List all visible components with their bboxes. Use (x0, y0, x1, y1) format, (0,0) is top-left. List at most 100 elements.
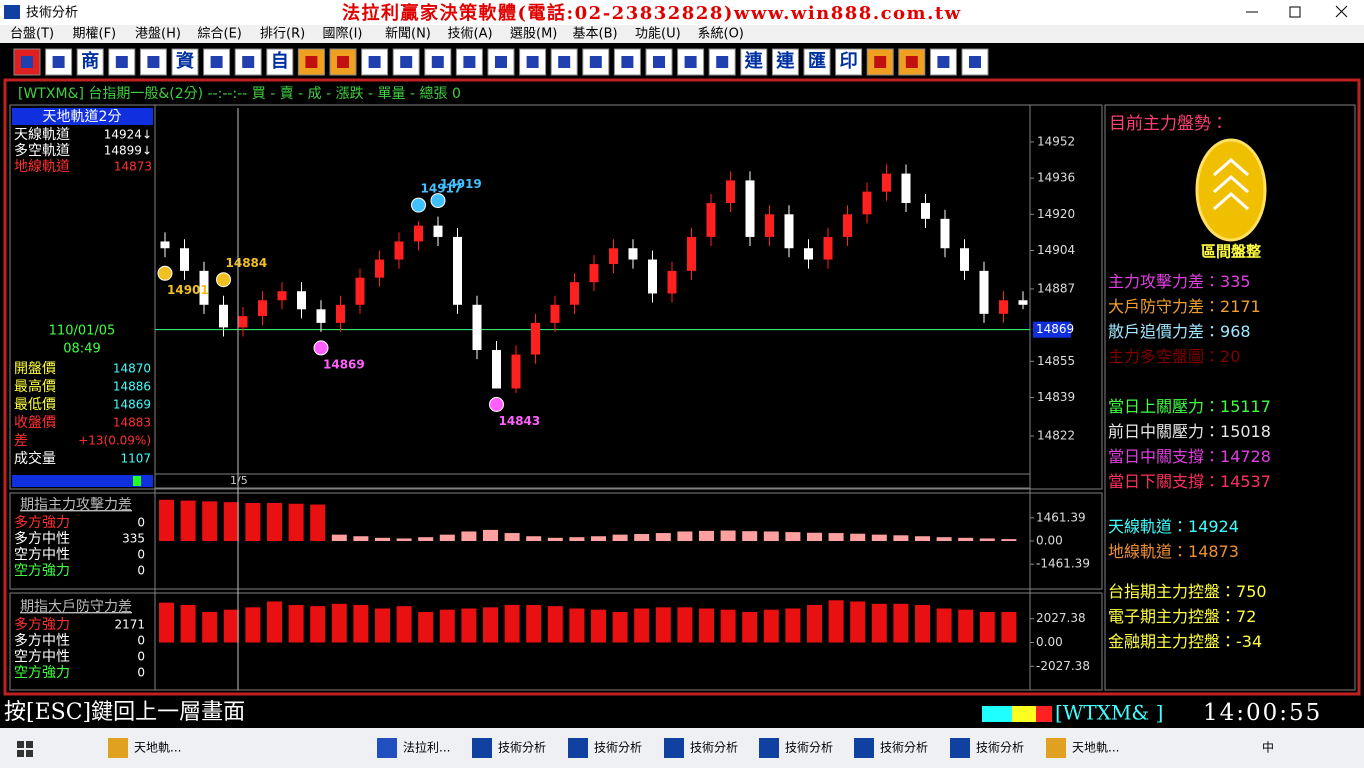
task-label[interactable]: 法拉利... (403, 740, 450, 755)
state-badge (1195, 138, 1267, 242)
task-label[interactable]: 技術分析 (498, 741, 546, 755)
tool-button[interactable] (13, 48, 41, 76)
tool-glyph (905, 56, 918, 68)
annotation-icon (411, 197, 426, 213)
task-label[interactable]: 天地軌... (1072, 740, 1119, 755)
tool-button[interactable] (803, 48, 831, 76)
bar (569, 537, 585, 541)
quote-value: +13(0.09%) (78, 434, 151, 448)
bar (331, 534, 347, 541)
bar (461, 608, 477, 643)
tool-glyph (558, 56, 571, 68)
task-label[interactable]: 中 (1262, 740, 1274, 755)
left-title-box (12, 108, 153, 125)
task-icon[interactable] (759, 738, 779, 758)
menu-item[interactable]: 選股(M) (510, 26, 557, 42)
tool-glyph (210, 56, 223, 68)
bar (612, 612, 628, 643)
task-icon[interactable] (1046, 738, 1066, 758)
panel-row-value: 0 (137, 548, 145, 562)
candle-body (355, 277, 365, 305)
bar (871, 534, 887, 541)
annotation: 14869 (323, 357, 365, 371)
bar (245, 607, 261, 643)
candle-body (901, 173, 911, 203)
task-icon[interactable] (664, 738, 684, 758)
annotation: 14843 (499, 414, 541, 428)
task-icon[interactable] (472, 738, 492, 758)
candle-body (940, 218, 950, 249)
menu-item[interactable]: 功能(U) (635, 27, 681, 42)
task-icon[interactable] (377, 738, 397, 758)
menu-item[interactable]: 台盤(T) (10, 27, 54, 42)
stat-row: 主力多空盤圖：20 (1108, 347, 1240, 366)
stat-row: 當日中關支撐：14728 (1108, 447, 1271, 466)
tool-button[interactable] (392, 48, 420, 76)
candle-body (550, 304, 560, 323)
tool-glyph (400, 56, 413, 68)
bar (1001, 539, 1017, 541)
tool-glyph (431, 56, 444, 68)
task-icon[interactable] (854, 738, 874, 758)
tool-label: 自 (271, 50, 289, 72)
restore[interactable] (1289, 6, 1301, 18)
panel-row-value: 0 (137, 650, 145, 664)
annotation-icon (216, 272, 231, 288)
bar (267, 502, 282, 541)
tool-button[interactable] (171, 48, 199, 76)
tool-button[interactable] (771, 48, 799, 76)
task-label[interactable]: 天地軌... (134, 740, 181, 755)
candle-body (180, 248, 189, 271)
close[interactable] (1335, 5, 1348, 18)
tool-button[interactable] (139, 48, 167, 76)
menu-item[interactable]: 排行(R) (260, 27, 305, 42)
task-icon[interactable] (568, 738, 588, 758)
tool-button[interactable] (76, 48, 104, 76)
stat-row: 金融期主力控盤：-34 (1108, 632, 1262, 651)
stat-value: 968 (1220, 322, 1251, 341)
tool-glyph (526, 56, 539, 68)
progress (12, 475, 153, 487)
progress-fill (133, 476, 141, 486)
start-button[interactable] (17, 741, 33, 757)
y-tick-label: 0.00 (1036, 534, 1063, 548)
task-label[interactable]: 技術分析 (976, 741, 1024, 755)
menu-item[interactable]: 基本(B) (573, 27, 618, 42)
tool-glyph (147, 56, 160, 68)
menu-item[interactable]: 綜合(E) (198, 27, 242, 42)
task-icon[interactable] (950, 738, 970, 758)
menu-item[interactable]: 港盤(H) (135, 27, 181, 42)
menu-item[interactable]: 國際(I) (323, 27, 363, 42)
y-tick-label: -1461.39 (1036, 557, 1090, 571)
task-icon[interactable] (108, 738, 128, 758)
bar (439, 534, 455, 541)
tool-button[interactable] (645, 48, 673, 76)
stat-value: 15018 (1220, 422, 1271, 441)
quote-label: 收盤價 (14, 414, 56, 431)
candle-body (687, 236, 696, 271)
menu-item[interactable]: 系統(O) (698, 27, 744, 42)
task-label[interactable]: 技術分析 (880, 741, 928, 755)
task-label[interactable]: 技術分析 (785, 741, 833, 755)
tool-button[interactable] (835, 48, 863, 76)
menu-item[interactable]: 技術(A) (448, 27, 493, 42)
stat-label: 當日上關壓力： (1108, 397, 1220, 416)
task-label[interactable]: 技術分析 (594, 741, 642, 755)
bar (850, 533, 866, 541)
bar (936, 608, 952, 643)
task-label[interactable]: 技術分析 (690, 741, 738, 755)
stat-label: 主力攻擊力差： (1108, 272, 1220, 291)
stat-value: 20 (1220, 347, 1240, 366)
menu-item[interactable]: 期權(F) (73, 27, 117, 42)
menu-item[interactable]: 新聞(N) (385, 26, 431, 42)
bar (915, 604, 930, 643)
tool-button[interactable] (266, 48, 294, 76)
bar (418, 537, 434, 541)
tool-glyph (21, 56, 33, 68)
tool-button[interactable] (582, 48, 610, 76)
bar (331, 603, 347, 643)
tool-button[interactable] (740, 48, 768, 76)
tool-glyph (716, 56, 729, 68)
